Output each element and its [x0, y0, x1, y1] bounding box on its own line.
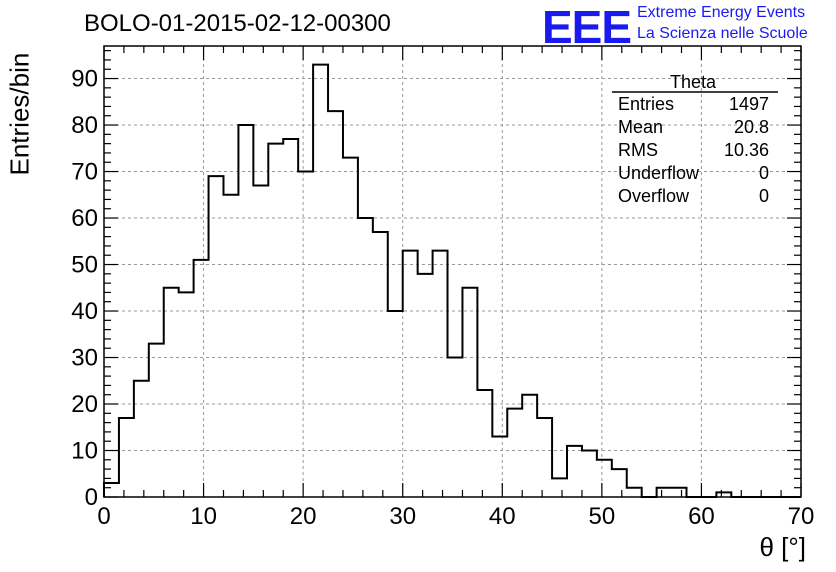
histogram-line: [103, 63, 801, 498]
y-tick-label: 80: [71, 112, 98, 139]
axis-ticks: [103, 46, 802, 498]
stats-label: RMS: [618, 140, 658, 160]
y-tick-label: 60: [71, 205, 98, 232]
y-tick-label: 50: [71, 252, 98, 279]
plot-frame: [103, 45, 802, 498]
y-tick-label: 30: [71, 345, 98, 372]
y-tick-label: 90: [71, 66, 98, 93]
y-tick-label: 10: [71, 438, 98, 465]
stats-value: 0: [759, 163, 769, 183]
stats-value: 0: [759, 186, 769, 206]
stats-value: 20.8: [734, 117, 769, 137]
y-tick-label: 20: [71, 391, 98, 418]
x-tick-label: 50: [589, 503, 616, 530]
y-axis-label: Entries/bin: [4, 52, 35, 176]
logo-line-2: La Scienza nelle Scuole: [637, 25, 808, 42]
y-tick-label: 0: [85, 484, 98, 511]
stats-label: Entries: [618, 94, 674, 114]
x-tick-label: 20: [290, 503, 317, 530]
stats-value: 1497: [729, 94, 769, 114]
y-tick-label: 70: [71, 159, 98, 186]
y-tick-label: 40: [71, 298, 98, 325]
stats-label: Underflow: [618, 163, 700, 183]
stats-name: Theta: [670, 72, 717, 92]
x-tick-label: 10: [190, 503, 217, 530]
chart-title: BOLO-01-2015-02-12-00300: [84, 10, 391, 37]
x-axis-label: θ [°]: [759, 532, 806, 562]
x-tick-label: 70: [788, 503, 815, 530]
logo-line-1: Extreme Energy Events: [637, 4, 806, 21]
stats-label: Mean: [618, 117, 663, 137]
stats-label: Overflow: [618, 186, 690, 206]
x-tick-label: 40: [489, 503, 516, 530]
grid-lines: [104, 46, 801, 497]
eee-logo: EEE: [542, 1, 632, 53]
tick-labels: 0 10 20 30 40 50 60 70 0 10 20 30 40 50 60 70 80 90: [71, 66, 814, 530]
x-tick-label: 60: [688, 503, 715, 530]
x-tick-label: 0: [97, 503, 110, 530]
x-tick-label: 30: [389, 503, 416, 530]
stats-value: 10.36: [724, 140, 769, 160]
